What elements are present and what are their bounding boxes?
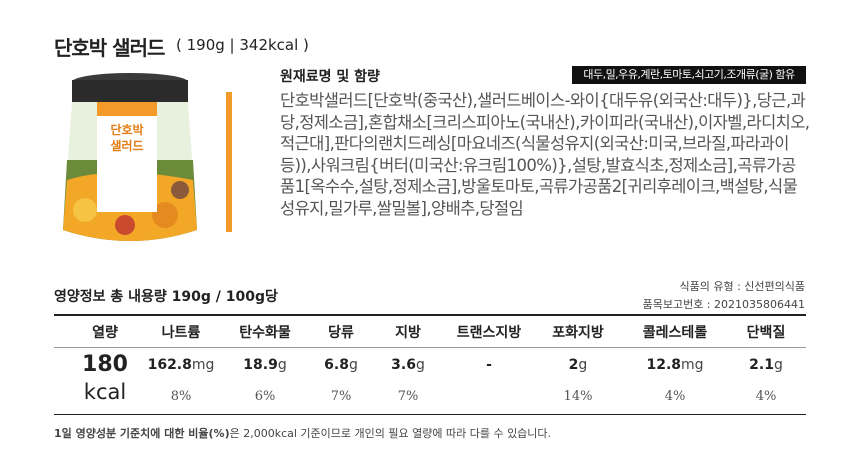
column-header: 단백질 xyxy=(746,325,786,341)
nutrient-value: 2.1g xyxy=(749,357,783,373)
product-image: 단호박 샐러드 xyxy=(63,73,197,241)
table-top-rule xyxy=(54,314,806,316)
nutrient-unit: mg xyxy=(681,357,704,373)
nutrient-amount: - xyxy=(486,357,492,373)
report-number: 품목보고번호 : 2021035806441 xyxy=(642,298,805,311)
nutrient-value: 18.9g xyxy=(243,357,286,373)
footnote: 1일 영양성분 기준치에 대한 비율(%)은 2,000kcal 기준이므로 개… xyxy=(54,425,551,441)
nutrient-amount: 3.6 xyxy=(391,357,416,373)
nutrient-value: 2g xyxy=(569,357,588,373)
nutrient-amount: 18.9 xyxy=(243,357,278,373)
daily-percent: 8% xyxy=(170,389,192,404)
accent-bar xyxy=(226,92,232,232)
jar-label: 샐러드 xyxy=(110,138,143,153)
column-header: 당류 xyxy=(328,325,354,341)
ingredients-text: 단호박샐러드[단호박(중국산),샐러드베이스-와이{대두유(외국산:대두)},당… xyxy=(280,91,810,218)
nutrient-unit: g xyxy=(277,357,287,373)
daily-percent: 4% xyxy=(755,389,777,404)
nutrition-heading: 영양정보 총 내용량 190g / 100g당 xyxy=(54,289,278,305)
column-header: 열량 xyxy=(92,325,118,341)
nutrient-unit: g xyxy=(415,357,425,373)
nutrient-value: 162.8mg xyxy=(148,357,215,373)
daily-percent: 7% xyxy=(330,389,352,404)
nutrient-value: - xyxy=(486,357,492,373)
column-header: 나트륨 xyxy=(161,325,201,341)
daily-percent: 7% xyxy=(397,389,419,404)
nutrient-amount: 12.8 xyxy=(646,357,682,373)
column-header: 트랜스지방 xyxy=(456,325,522,341)
nutrient-amount: 2.1 xyxy=(749,357,774,373)
jar-label: 단호박 xyxy=(110,122,143,137)
column-header: 지방 xyxy=(395,325,421,341)
nutrient-value: 3.6g xyxy=(391,357,425,373)
spec: ( 190g | 342kcal ) xyxy=(176,36,309,54)
column-header: 콜레스테롤 xyxy=(642,325,708,341)
daily-percent: 4% xyxy=(664,389,686,404)
table-bottom-rule xyxy=(54,414,806,415)
calorie-unit: kcal xyxy=(83,380,127,404)
title: 단호박 샐러드 xyxy=(54,36,165,60)
nutrient-value: 12.8mg xyxy=(646,357,703,373)
nutrient-unit: g xyxy=(348,357,358,373)
nutrient-unit: g xyxy=(773,357,783,373)
footnote-text: 은 2,000kcal 기준이므로 개인의 필요 열량에 따라 다를 수 있습니… xyxy=(229,427,552,440)
food-type: 식품의 유형 : 신선편의식품 xyxy=(679,280,805,293)
nutrient-amount: 2 xyxy=(568,357,579,373)
table-divider xyxy=(54,347,806,348)
calorie-amount: 180 xyxy=(82,352,128,377)
nutrient-unit: mg xyxy=(191,357,215,373)
nutrient-amount: 6.8 xyxy=(324,357,349,373)
allergen-tag: 대두,밀,우유,계란,토마토,쇠고기,조개류(굴) 함유 xyxy=(572,66,806,84)
footnote-bold: 1일 영양성분 기준치에 대한 비율(%) xyxy=(54,427,230,440)
daily-percent: 14% xyxy=(563,389,593,404)
column-header: 포화지방 xyxy=(552,325,604,341)
nutrient-value: 6.8g xyxy=(324,357,358,373)
ingredients-heading: 원재료명 및 함량 xyxy=(280,69,380,85)
column-header: 탄수화물 xyxy=(239,325,291,341)
nutrient-amount: 162.8 xyxy=(147,357,192,373)
nutrient-unit: g xyxy=(578,357,588,373)
daily-percent: 6% xyxy=(254,389,276,404)
